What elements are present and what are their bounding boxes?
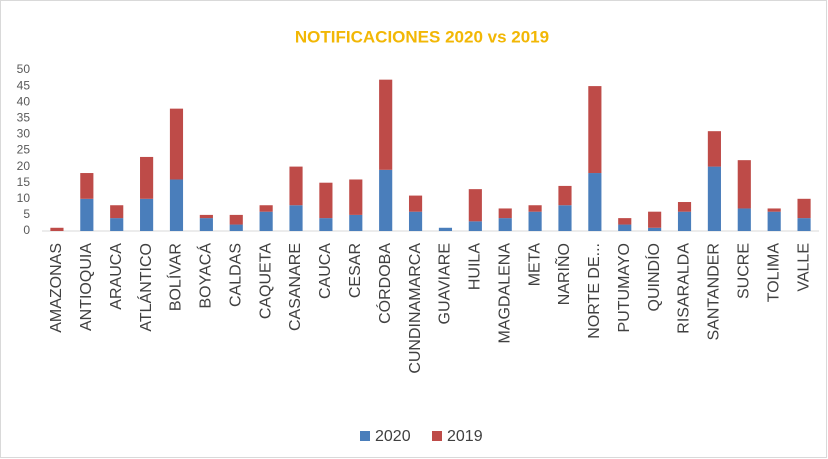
x-tick-label: RISARALDA — [676, 243, 693, 334]
y-tick-label: 35 — [17, 110, 31, 124]
bar-segment — [169, 108, 184, 180]
bar-segment — [289, 205, 303, 231]
bar-segment — [199, 214, 213, 219]
bar-segment — [558, 185, 572, 206]
bar-segment — [408, 211, 423, 231]
x-tick-label: CAUCA — [317, 243, 334, 299]
legend-swatch — [360, 431, 370, 441]
bar-segment — [50, 227, 64, 231]
y-tick-label: 10 — [17, 191, 31, 205]
y-tick-label: 25 — [17, 143, 31, 157]
x-tick-label: GUAVIARE — [437, 243, 454, 325]
bar-segment — [110, 218, 124, 231]
bar-segment — [677, 211, 692, 231]
bar-segment — [169, 179, 184, 231]
x-tick-label: CESAR — [347, 243, 364, 298]
bar-segment — [737, 208, 751, 231]
bar-segment — [767, 208, 781, 212]
x-tick-label: CAQUETA — [257, 243, 274, 319]
x-tick-label: TOLIMA — [765, 243, 782, 303]
x-tick-label: ARAUCA — [108, 243, 125, 310]
x-tick-label: ATLÁNTICO — [136, 243, 155, 332]
legend-label: 2020 — [375, 428, 411, 445]
x-tick-label: META — [526, 243, 543, 287]
bar-segment — [199, 218, 213, 231]
bar-segment — [110, 205, 124, 219]
bar-segment — [528, 211, 542, 231]
y-tick-label: 0 — [23, 223, 30, 237]
x-tick-label: CALDAS — [227, 243, 244, 307]
bar-segment — [438, 227, 453, 231]
x-tick-label: QUINDÍO — [644, 243, 663, 311]
bar-segment — [498, 218, 512, 231]
bar-segment — [677, 202, 692, 212]
bar-segment — [707, 166, 721, 231]
bar-segment — [259, 211, 273, 231]
bar-segment — [797, 218, 811, 231]
bar-segment — [528, 205, 542, 212]
x-tick-label: SANTANDER — [706, 243, 723, 341]
bar-segment — [229, 224, 243, 231]
legend-swatch — [432, 431, 442, 441]
x-tick-label: ANTIOQUIA — [78, 243, 95, 331]
bar-segment — [319, 182, 333, 219]
bar-segment — [349, 214, 363, 231]
x-tick-label: NARIÑO — [553, 243, 573, 305]
bar-segment — [319, 218, 333, 231]
bar-segment — [379, 79, 393, 170]
x-tick-label: BOYACÁ — [196, 243, 215, 309]
bar-segment — [289, 166, 303, 206]
y-tick-label: 20 — [17, 159, 31, 173]
bar-segment — [558, 205, 572, 231]
bar-segment — [229, 214, 243, 225]
x-tick-label: AMAZONAS — [48, 243, 65, 333]
y-tick-label: 40 — [17, 94, 31, 108]
bar-segment — [468, 221, 482, 231]
legend-label: 2019 — [447, 428, 483, 445]
bar-segment — [737, 160, 751, 209]
bar-segment — [498, 208, 512, 219]
x-tick-label: PUTUMAYO — [616, 243, 633, 332]
x-tick-label: VALLE — [795, 243, 812, 292]
x-tick-label: NORTE DE... — [586, 243, 603, 339]
y-tick-label: 30 — [17, 127, 31, 141]
bar-segment — [80, 198, 94, 231]
bar-segment — [648, 227, 662, 231]
bar-segment — [618, 218, 632, 225]
bar-segment — [588, 86, 602, 174]
bar-segment — [648, 211, 662, 228]
bar-segment — [588, 173, 602, 231]
chart-title: NOTIFICACIONES 2020 vs 2019 — [295, 27, 549, 46]
x-tick-label: SUCRE — [736, 243, 753, 299]
x-tick-label: CASANARE — [287, 243, 304, 331]
y-tick-label: 50 — [17, 62, 31, 76]
x-tick-label: MAGDALENA — [496, 243, 513, 344]
bar-segment — [80, 173, 94, 199]
bar-segment — [767, 211, 781, 231]
bar-segment — [618, 224, 632, 231]
bar-segment — [349, 179, 363, 215]
y-tick-label: 5 — [23, 207, 30, 221]
x-tick-label: HUILA — [467, 243, 484, 290]
x-tick-label: CUNDINAMARCA — [407, 243, 424, 374]
x-tick-label: BOLÍVAR — [166, 243, 185, 311]
bar-segment — [140, 198, 154, 231]
bar-segment — [468, 189, 482, 222]
bar-segment — [408, 195, 423, 212]
bar-segment — [379, 169, 393, 231]
bar-segment — [140, 156, 154, 199]
y-tick-label: 15 — [17, 175, 31, 189]
x-tick-label: CÓRDOBA — [375, 243, 394, 324]
y-tick-label: 45 — [17, 78, 31, 92]
bar-segment — [797, 198, 811, 219]
bar-segment — [707, 131, 721, 167]
bar-segment — [259, 205, 273, 212]
